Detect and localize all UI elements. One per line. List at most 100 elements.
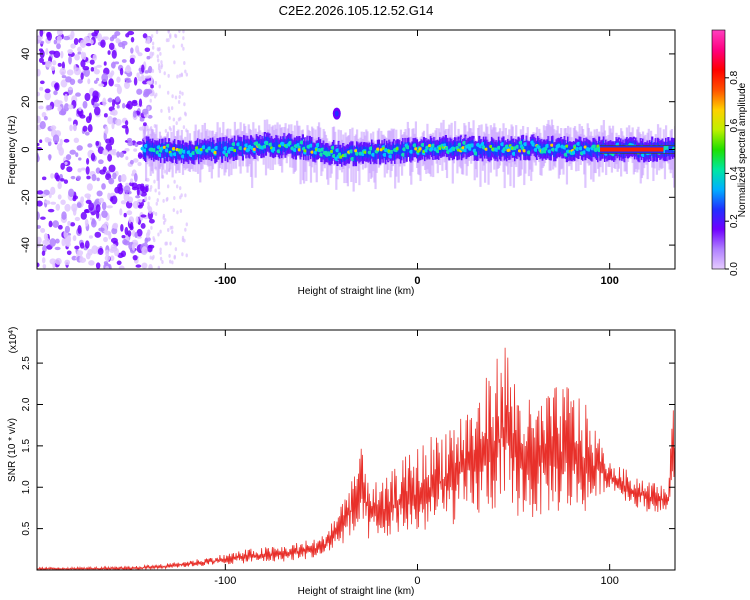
ridge-core bbox=[278, 143, 281, 155]
ridge-core bbox=[193, 149, 196, 161]
ridge-core bbox=[208, 145, 211, 156]
noise-cell bbox=[91, 98, 95, 106]
noise-cell bbox=[162, 198, 165, 203]
ridge-core bbox=[168, 142, 171, 153]
ridge-peak bbox=[522, 149, 527, 153]
ridge-peak bbox=[142, 148, 148, 153]
noise-cell bbox=[77, 46, 82, 53]
ridge-peak bbox=[388, 154, 393, 159]
noise-cell bbox=[108, 42, 115, 51]
noise-cell bbox=[173, 195, 176, 200]
ridge-peak bbox=[308, 143, 314, 148]
ridge-core bbox=[321, 147, 324, 158]
noise-cell bbox=[151, 69, 155, 74]
noise-cell bbox=[41, 176, 47, 181]
ridge-core bbox=[421, 144, 424, 156]
ridge-core bbox=[375, 149, 378, 160]
spectrogram-y-ticks: -40 -20 0 20 40 bbox=[20, 48, 675, 253]
ridge-halo bbox=[454, 121, 457, 144]
ridge-halo bbox=[362, 131, 366, 152]
ridge-core bbox=[183, 149, 186, 160]
ridge-peak bbox=[310, 150, 314, 154]
noise-cell bbox=[95, 167, 101, 174]
ridge-peak bbox=[515, 144, 520, 149]
noise-cell bbox=[86, 183, 93, 191]
ridge-halo bbox=[584, 138, 587, 188]
noise-cell bbox=[88, 202, 94, 211]
ridge-halo bbox=[450, 122, 453, 151]
ridge-halo bbox=[665, 125, 668, 148]
colorbar-tick-label: 0.4 bbox=[729, 166, 740, 180]
ridge-peak bbox=[438, 146, 442, 150]
ridge-core bbox=[669, 144, 672, 156]
noise-cell bbox=[84, 218, 89, 227]
noise-cell bbox=[120, 174, 127, 183]
noise-cell bbox=[133, 173, 138, 183]
noise-cell bbox=[61, 61, 65, 70]
noise-cell bbox=[126, 79, 132, 83]
noise-cell bbox=[68, 55, 72, 65]
ridge-core bbox=[353, 149, 356, 161]
noise-cell bbox=[76, 250, 84, 256]
noise-cell bbox=[168, 253, 171, 258]
noise-cell bbox=[42, 264, 47, 269]
noise-cell bbox=[60, 178, 65, 182]
noise-cell bbox=[151, 51, 155, 56]
ridge-peak bbox=[431, 143, 436, 148]
noise-cell bbox=[176, 74, 179, 79]
noise-cell bbox=[163, 169, 167, 174]
ridge-peak bbox=[554, 147, 559, 152]
noise-cell bbox=[167, 228, 170, 233]
noise-cell bbox=[37, 91, 41, 97]
ridge-core bbox=[187, 149, 190, 160]
ridge-peak bbox=[265, 141, 270, 146]
noise-cell bbox=[38, 105, 44, 110]
ridge-peak bbox=[213, 150, 218, 155]
noise-cell bbox=[50, 186, 56, 196]
noise-cell bbox=[104, 125, 109, 135]
noise-cell bbox=[179, 186, 182, 191]
noise-cell bbox=[117, 183, 123, 190]
ridge-peak bbox=[462, 140, 467, 145]
ridge-halo bbox=[301, 129, 305, 181]
noise-cell bbox=[38, 57, 44, 63]
noise-cell bbox=[49, 258, 57, 265]
noise-cell bbox=[60, 199, 66, 205]
noise-cell bbox=[79, 242, 85, 249]
noise-cell bbox=[70, 30, 75, 39]
ridge-core bbox=[487, 146, 490, 157]
noise-cell bbox=[149, 255, 152, 260]
noise-cell bbox=[74, 53, 80, 61]
noise-cell bbox=[180, 43, 184, 48]
noise-cell bbox=[52, 134, 60, 144]
noise-cell bbox=[37, 200, 43, 207]
noise-cell bbox=[55, 238, 60, 244]
ridge-peak bbox=[186, 150, 192, 155]
ridge-peak bbox=[550, 143, 554, 147]
noise-cell bbox=[133, 76, 138, 86]
noise-cell bbox=[184, 112, 187, 117]
ridge-core bbox=[284, 143, 287, 154]
noise-cell bbox=[73, 137, 80, 144]
noise-cell bbox=[67, 87, 74, 91]
noise-cell bbox=[64, 203, 71, 212]
noise-cell bbox=[132, 200, 140, 209]
noise-cell bbox=[184, 193, 187, 198]
noise-cell bbox=[172, 208, 176, 213]
ridge-core bbox=[400, 145, 404, 157]
snr-x-tick-label: -100 bbox=[214, 575, 236, 587]
spectrogram-y-tick-label: 0 bbox=[20, 146, 32, 152]
noise-cell bbox=[88, 235, 93, 239]
ridge-halo bbox=[550, 119, 554, 151]
ridge-halo bbox=[157, 141, 160, 190]
ridge-core bbox=[211, 141, 215, 153]
noise-cell bbox=[50, 201, 57, 205]
noise-cell bbox=[86, 158, 90, 165]
ridge-halo bbox=[155, 124, 158, 153]
colorbar-tick-label: 0.0 bbox=[729, 262, 740, 276]
noise-cell bbox=[72, 197, 77, 202]
noise-cell bbox=[174, 95, 178, 100]
ridge-halo bbox=[216, 122, 219, 147]
noise-cell bbox=[177, 117, 181, 122]
ridge-core bbox=[670, 141, 673, 153]
